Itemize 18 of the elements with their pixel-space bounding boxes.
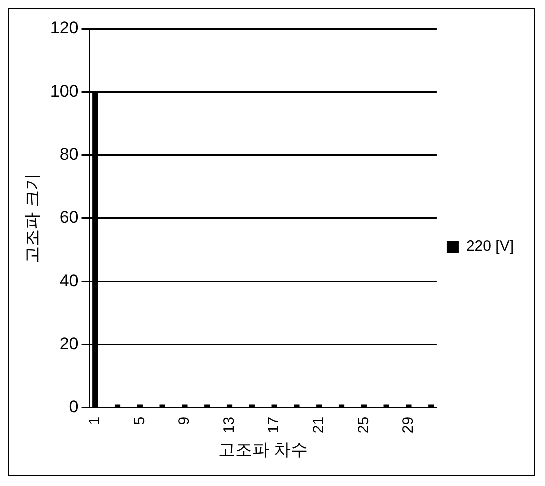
x-tick-label: 17	[266, 416, 283, 434]
x-tick-label: 1	[86, 416, 104, 426]
y-tick-label: 40	[60, 271, 79, 290]
y-tick-label: 20	[60, 334, 79, 354]
x-tick-label: 25	[355, 416, 372, 434]
x-tick-label: 29	[400, 416, 418, 434]
x-axis-title: 고조파 차수	[218, 440, 308, 460]
x-tick-label: 9	[176, 416, 194, 426]
x-tick-label: 13	[220, 416, 238, 434]
y-tick-label: 100	[50, 82, 79, 101]
y-tick-label: 60	[60, 208, 79, 228]
x-tick-label: 5	[131, 416, 148, 426]
y-tick-label: 80	[60, 144, 79, 164]
legend-label: 220 [V]	[466, 238, 514, 256]
y-axis-title: 고조파 크기	[22, 174, 42, 264]
y-tick-label: 0	[69, 398, 79, 417]
x-tick-label: 21	[310, 416, 328, 434]
y-tick-label: 120	[50, 18, 79, 38]
